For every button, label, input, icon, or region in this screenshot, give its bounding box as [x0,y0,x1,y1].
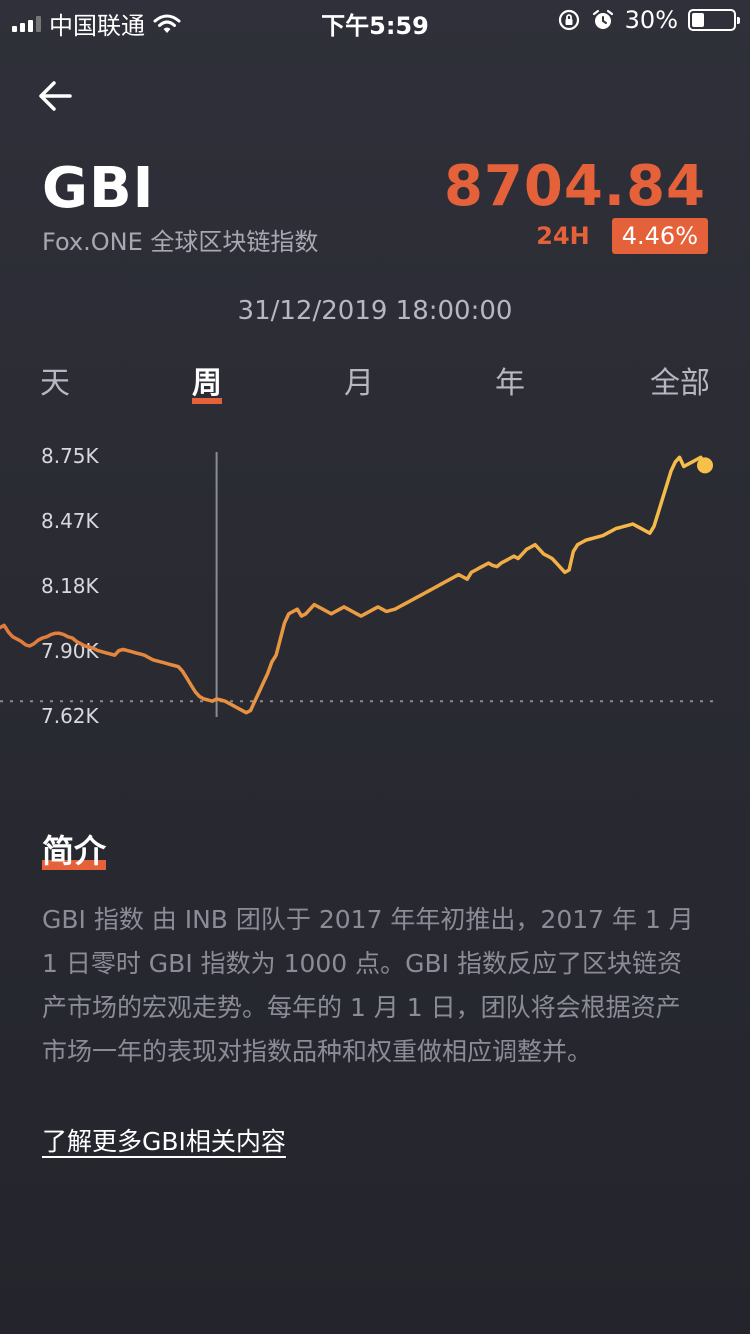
tab-month-label: 月 [344,366,374,401]
y-tick-label: 7.62K [41,704,100,728]
tab-week-label: 周 [192,366,222,401]
status-time: 下午5:59 [321,12,429,40]
series-line [0,455,707,715]
y-tick-label: 8.75K [41,444,100,468]
status-bar: 中国联通 下午5:59 30% [0,0,750,40]
signal-icon [12,15,41,32]
range-tabs: 天 周 月 年 全部 [40,358,710,404]
index-symbol: GBI [42,156,155,221]
index-price: 8704.84 [443,154,706,219]
y-tick-label: 8.18K [41,574,100,598]
tab-all[interactable]: 全部 [650,358,710,402]
carrier-name: 中国联通 [49,12,145,40]
learn-more-link[interactable]: 了解更多GBI相关内容 [42,1127,286,1156]
tab-month[interactable]: 月 [344,358,374,402]
alarm-icon [592,9,613,29]
tab-year-label: 年 [495,366,525,401]
y-axis-ticks: 8.75K 8.47K 8.18K 7.90K 7.62K [41,444,100,728]
y-tick-label: 7.90K [41,639,100,663]
price-line-chart[interactable]: 8.75K 8.47K 8.18K 7.90K 7.62K [0,430,750,730]
index-full-name: Fox.ONE 全球区块链指数 [42,228,319,256]
wifi-icon [153,14,181,33]
tab-year[interactable]: 年 [495,358,525,402]
back-arrow-icon[interactable] [34,76,78,116]
intro-title: 简介 [42,826,107,872]
battery-fill [692,13,704,27]
intro-description: GBI 指数 由 INB 团队于 2017 年年初推出，2017 年 1 月 1… [42,905,694,1066]
tab-day-label: 天 [40,366,70,401]
battery-icon [688,9,740,31]
y-tick-label: 8.47K [41,509,100,533]
intro-title-text: 简介 [42,832,107,870]
tab-week[interactable]: 周 [192,358,222,404]
tab-active-indicator [192,398,222,404]
tab-day[interactable]: 天 [40,358,70,402]
change-row: 24H 4.46% [536,218,708,254]
change-percent-badge: 4.46% [611,218,708,254]
intro-title-highlight [42,860,107,870]
tab-all-label: 全部 [650,366,710,401]
change-period-label: 24H [536,222,590,250]
battery-percent: 30% [624,6,678,34]
rotation-lock-icon [558,9,579,31]
chart-timestamp: 31/12/2019 18:00:00 [237,296,513,326]
latest-point [697,457,713,474]
